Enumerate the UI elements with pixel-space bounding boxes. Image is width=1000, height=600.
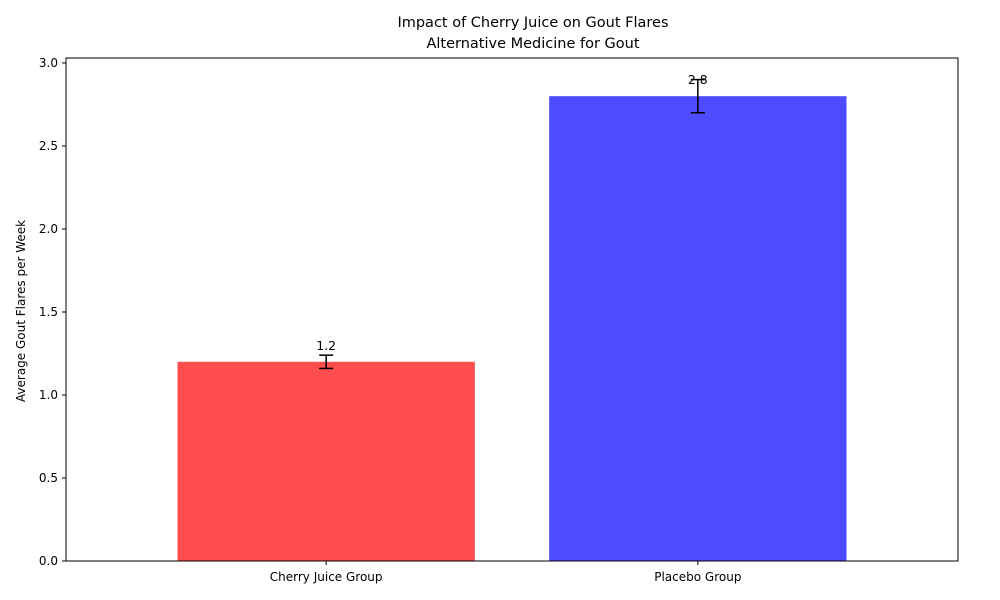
plot-frame: [65, 57, 959, 562]
bars-group: [177, 96, 847, 561]
x-tick-label: Cherry Juice Group: [270, 570, 383, 584]
x-axis: Cherry Juice Group Placebo Group: [270, 561, 741, 584]
error-bars-group: [319, 78, 705, 370]
y-tick-label: 1.5: [39, 305, 58, 319]
data-labels-group: 1.2 2.8: [316, 72, 708, 353]
bar: [177, 361, 475, 561]
chart-title: Impact of Cherry Juice on Gout Flares: [397, 15, 668, 31]
y-axis-label: Average Gout Flares per Week: [14, 220, 28, 402]
y-tick-label: 0.5: [39, 471, 58, 485]
y-tick-label: 0.0: [39, 554, 58, 568]
data-label: 2.8: [688, 72, 708, 87]
y-tick-label: 2.5: [39, 139, 58, 153]
x-tick-label: Placebo Group: [654, 570, 741, 584]
y-tick-label: 1.0: [39, 388, 58, 402]
y-axis: 0.0 0.5 1.0 1.5 2.0 2.5 3.0: [39, 56, 66, 568]
bar: [549, 96, 847, 561]
chart-subtitle: Alternative Medicine for Gout: [426, 36, 639, 52]
y-tick-label: 3.0: [39, 56, 58, 70]
data-label: 1.2: [316, 338, 336, 353]
y-tick-label: 2.0: [39, 222, 58, 236]
